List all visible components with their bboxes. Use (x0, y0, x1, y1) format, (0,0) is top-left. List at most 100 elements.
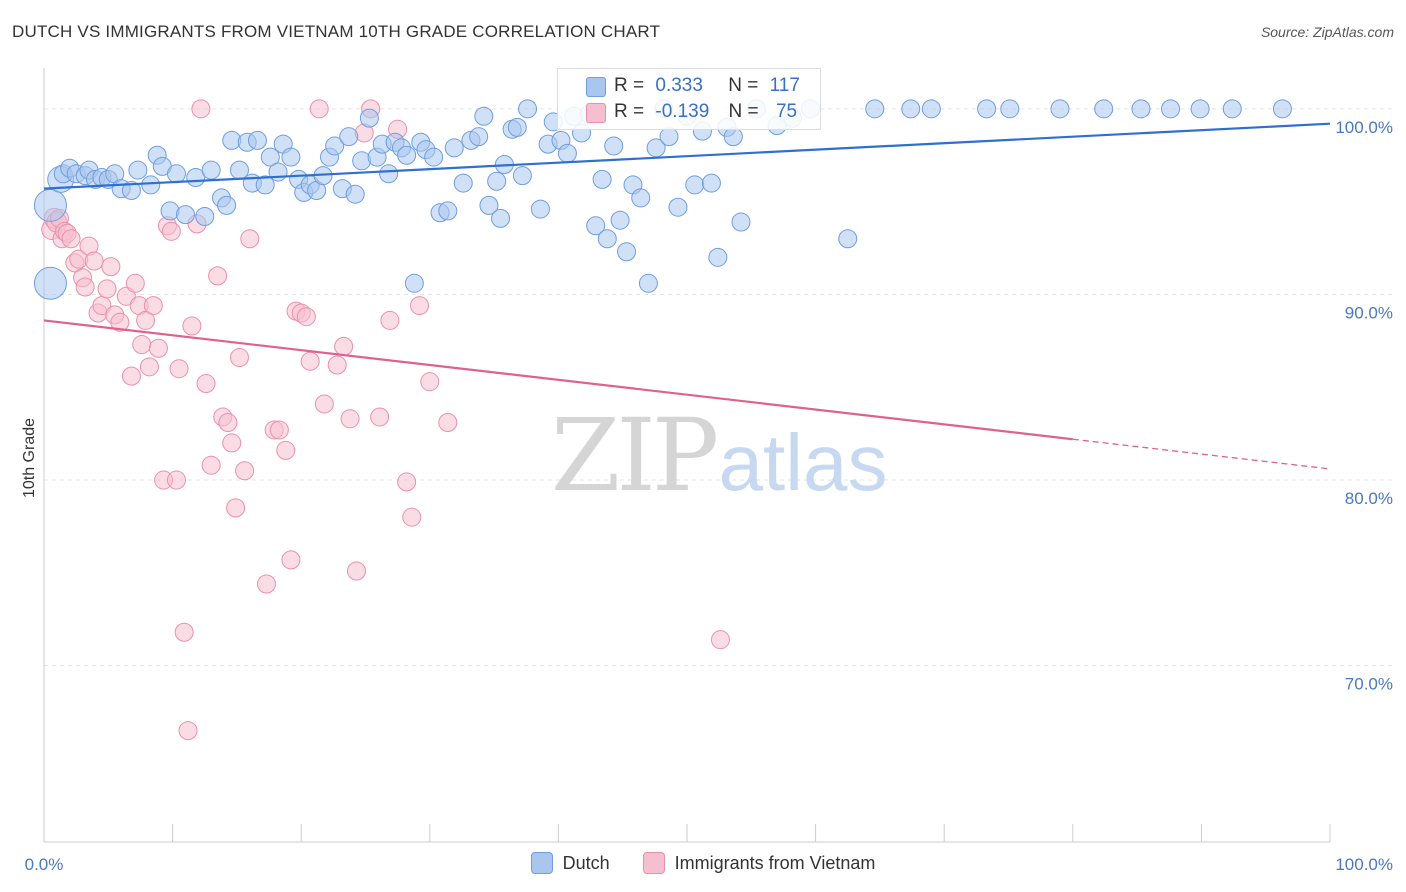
vietnam-point (340, 409, 360, 429)
dutch-point (404, 273, 424, 293)
vietnam-point (420, 372, 440, 392)
vietnam-point (201, 455, 221, 475)
dutch-point (586, 216, 606, 236)
watermark-zip: ZIP (551, 397, 716, 514)
dutch-point (195, 206, 215, 226)
axes (43, 68, 1331, 843)
legend-vietnam-r-label: R = (614, 101, 645, 122)
dutch-point (247, 130, 267, 150)
vietnam-point (208, 266, 228, 286)
legend-swatch-dutch (586, 77, 606, 97)
dutch-point (255, 175, 275, 195)
vietnam-point (410, 296, 430, 316)
vietnam-trend-line (43, 319, 1073, 441)
dutch-point (1050, 99, 1070, 119)
dutch-trend-line (43, 122, 1331, 190)
vietnam-point (196, 374, 216, 394)
vietnam-point (222, 433, 242, 453)
vietnam-point (314, 394, 334, 414)
vietnam-point (380, 310, 400, 330)
legend-swatch-vietnam (586, 103, 606, 123)
vietnam-point (710, 630, 730, 650)
dutch-point (1161, 99, 1181, 119)
vietnam-point (148, 338, 168, 358)
vietnam-point (169, 359, 189, 379)
y-tick-label: 100.0% (1335, 118, 1393, 137)
vietnam-point (296, 307, 316, 327)
legend-vietnam-r-value: -0.139 (655, 101, 710, 122)
x-tick-label: 100.0% (1335, 855, 1393, 874)
dutch-point (668, 197, 688, 217)
dutch-point (1131, 99, 1151, 119)
dutch-point (631, 188, 651, 208)
vietnam-point (61, 229, 81, 249)
dutch-point (453, 173, 473, 193)
gridlines (44, 108, 1392, 667)
dutch-point (977, 99, 997, 119)
y-tick-label: 90.0% (1345, 303, 1393, 322)
bottom-legend-dutch-swatch (530, 852, 553, 874)
vietnam-point (334, 336, 354, 356)
dutch-point (33, 266, 67, 300)
dutch-point (597, 229, 617, 249)
dutch-point (359, 108, 379, 128)
dutch-point (444, 138, 464, 158)
dutch-point (260, 147, 280, 167)
vietnam-point (178, 721, 198, 741)
dutch-point (201, 160, 221, 180)
dutch-point (1222, 99, 1242, 119)
vietnam-point (397, 472, 417, 492)
dutch-point (121, 181, 141, 201)
vietnam-point (166, 470, 186, 490)
vietnam-point (101, 257, 121, 277)
dutch-point (474, 106, 494, 126)
dutch-point (175, 205, 195, 225)
dutch-point (921, 99, 941, 119)
vietnam-point (136, 310, 156, 330)
vietnam-point (309, 99, 329, 119)
vietnam-point (182, 316, 202, 336)
dutch-point (469, 127, 489, 147)
vietnam-point (161, 221, 181, 241)
dutch-point (438, 201, 458, 221)
dutch-point (512, 166, 532, 186)
dutch-point (731, 212, 751, 232)
dutch-point (491, 208, 511, 228)
vietnam-point (240, 229, 260, 249)
bottom-legend-vietnam-label: Immigrants from Vietnam (674, 852, 876, 873)
dutch-point (487, 171, 507, 191)
chart-title: DUTCH VS IMMIGRANTS FROM VIETNAM 10TH GR… (12, 22, 661, 41)
vietnam-point (116, 286, 136, 306)
dutch-point (617, 242, 637, 262)
vietnam-point (327, 355, 347, 375)
vietnam-point (75, 277, 95, 297)
legend-dutch-r-label: R = (614, 75, 645, 96)
bottom-legend-vietnam-swatch (642, 852, 665, 874)
vietnam-point (281, 550, 301, 570)
vietnam-point (370, 407, 390, 427)
legend-row-dutch: R = 0.333 N = 117 (614, 75, 800, 97)
dutch-point (141, 175, 161, 195)
vietnam-point (132, 335, 152, 355)
dutch-point (479, 195, 499, 215)
trend-lines (43, 122, 1331, 470)
bottom-legend-vietnam: Immigrants from Vietnam (642, 852, 876, 874)
vietnam-point (276, 440, 296, 460)
vietnam-point (346, 561, 366, 581)
dutch-point (166, 164, 186, 184)
legend-dutch-n-value: 117 (769, 75, 800, 96)
dutch-point (701, 173, 721, 193)
vietnam-point (139, 357, 159, 377)
vietnam-point (191, 99, 211, 119)
legend-dutch-r-value: 0.333 (655, 75, 703, 96)
dutch-point (1272, 99, 1292, 119)
dutch-point (708, 247, 728, 267)
legend-vietnam-n-label: N = (728, 101, 759, 122)
dutch-point (128, 160, 148, 180)
bottom-legend-dutch: Dutch (530, 852, 610, 874)
vietnam-point (269, 420, 289, 440)
watermark-atlas: atlas (719, 418, 888, 507)
vietnam-point (218, 413, 238, 433)
dutch-point (424, 147, 444, 167)
